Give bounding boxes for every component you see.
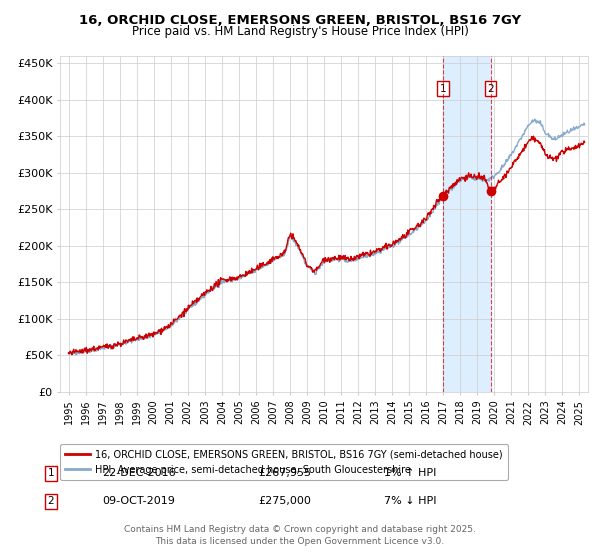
Text: 22-DEC-2016: 22-DEC-2016: [102, 468, 176, 478]
Legend: 16, ORCHID CLOSE, EMERSONS GREEN, BRISTOL, BS16 7GY (semi-detached house), HPI: : 16, ORCHID CLOSE, EMERSONS GREEN, BRISTO…: [59, 444, 508, 480]
Text: 1: 1: [47, 468, 55, 478]
Text: 1% ↑ HPI: 1% ↑ HPI: [384, 468, 436, 478]
Text: 16, ORCHID CLOSE, EMERSONS GREEN, BRISTOL, BS16 7GY: 16, ORCHID CLOSE, EMERSONS GREEN, BRISTO…: [79, 14, 521, 27]
Text: 2: 2: [47, 496, 55, 506]
Text: Price paid vs. HM Land Registry's House Price Index (HPI): Price paid vs. HM Land Registry's House …: [131, 25, 469, 38]
Bar: [443, 56, 491, 392]
Text: 7% ↓ HPI: 7% ↓ HPI: [384, 496, 437, 506]
Text: 1: 1: [439, 84, 446, 94]
Text: 2: 2: [487, 84, 494, 94]
Text: £267,955: £267,955: [258, 468, 311, 478]
Text: 09-OCT-2019: 09-OCT-2019: [102, 496, 175, 506]
Text: Contains HM Land Registry data © Crown copyright and database right 2025.
This d: Contains HM Land Registry data © Crown c…: [124, 525, 476, 546]
Text: £275,000: £275,000: [258, 496, 311, 506]
